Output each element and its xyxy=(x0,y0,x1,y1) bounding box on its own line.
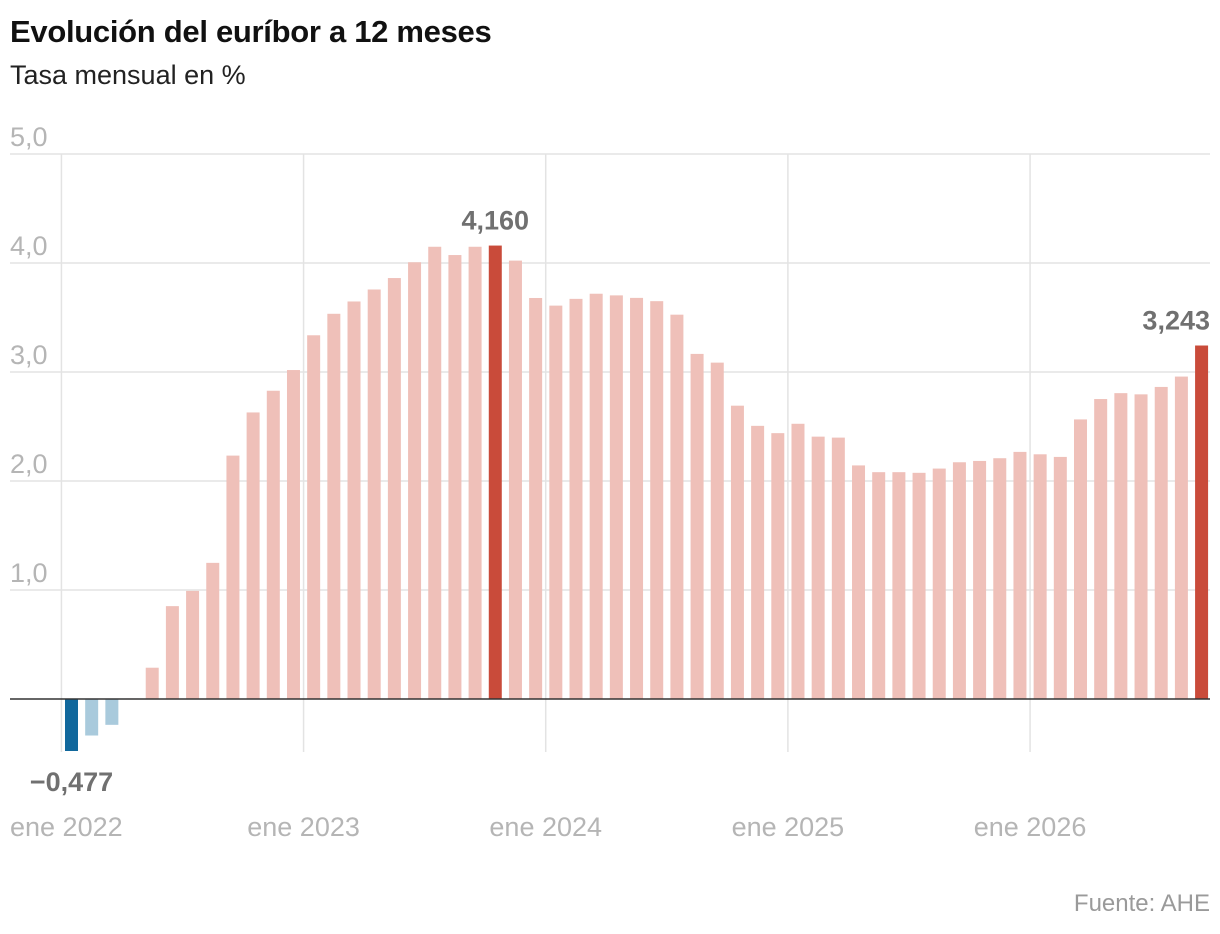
bar xyxy=(1134,394,1148,699)
bar xyxy=(912,472,926,699)
bar xyxy=(367,289,381,699)
bar xyxy=(1013,451,1027,699)
bar xyxy=(327,313,341,699)
bar xyxy=(85,699,99,736)
x-tick-label: ene 2024 xyxy=(489,812,602,842)
bar xyxy=(892,472,906,699)
bar xyxy=(609,295,623,699)
bar xyxy=(630,297,644,699)
y-tick-label: 2,0 xyxy=(10,449,48,479)
bar xyxy=(226,455,240,699)
bar xyxy=(246,412,260,699)
bar xyxy=(791,423,805,699)
bar xyxy=(408,262,422,699)
bar xyxy=(165,606,179,699)
bar xyxy=(831,437,845,699)
bar xyxy=(307,335,321,699)
bar xyxy=(872,472,886,699)
bar xyxy=(448,255,462,699)
highlighted-bar xyxy=(1195,345,1209,699)
bar xyxy=(650,301,664,699)
bar xyxy=(852,465,866,699)
bar xyxy=(186,590,200,699)
bar xyxy=(1053,456,1067,699)
bar xyxy=(771,433,785,699)
bar xyxy=(730,405,744,699)
x-tick-label: ene 2026 xyxy=(974,812,1087,842)
bar xyxy=(1174,376,1188,699)
bar xyxy=(710,362,724,699)
bar xyxy=(751,425,765,699)
bar xyxy=(973,460,987,699)
bar xyxy=(1114,393,1128,699)
bar xyxy=(387,278,401,699)
bar xyxy=(508,260,522,699)
bar xyxy=(145,667,159,699)
bar xyxy=(589,293,603,699)
y-tick-label: 3,0 xyxy=(10,340,48,370)
bar xyxy=(286,370,300,699)
bar xyxy=(549,305,563,699)
x-tick-label: ene 2025 xyxy=(732,812,845,842)
data-label: 4,160 xyxy=(461,206,529,236)
y-tick-label: 1,0 xyxy=(10,558,48,588)
bar-chart: 5,0 4,0 3,0 2,0 1,0 ene 2022 ene 2023 ene 2024 e… xyxy=(10,122,1210,842)
data-label: 3,243 xyxy=(1142,306,1210,336)
highlighted-bar xyxy=(488,245,502,699)
bar xyxy=(952,462,966,699)
bar xyxy=(569,298,583,699)
y-tick-label: 5,0 xyxy=(10,122,48,152)
bar xyxy=(428,246,442,699)
bar xyxy=(105,699,119,725)
bar xyxy=(347,301,361,699)
data-label: −0,477 xyxy=(30,767,113,797)
bar xyxy=(468,246,482,699)
bar xyxy=(1154,386,1168,699)
bar xyxy=(993,458,1007,699)
bar xyxy=(266,390,280,699)
x-tick-label: ene 2023 xyxy=(247,812,360,842)
bar xyxy=(1094,399,1108,699)
bar xyxy=(1033,454,1047,699)
bar xyxy=(206,562,220,699)
bar xyxy=(932,468,946,699)
x-tick-label: ene 2022 xyxy=(10,812,123,842)
highlighted-bar xyxy=(65,699,78,751)
chart-title: Evolución del euríbor a 12 meses xyxy=(10,14,492,49)
source-note: Fuente: AHE xyxy=(1073,890,1210,917)
chart-subtitle: Tasa mensual en % xyxy=(10,60,246,90)
bar xyxy=(690,353,704,699)
y-tick-label: 4,0 xyxy=(10,231,48,261)
bar xyxy=(670,314,684,699)
bar xyxy=(529,297,543,699)
bar xyxy=(1074,419,1087,699)
bar xyxy=(811,436,825,699)
